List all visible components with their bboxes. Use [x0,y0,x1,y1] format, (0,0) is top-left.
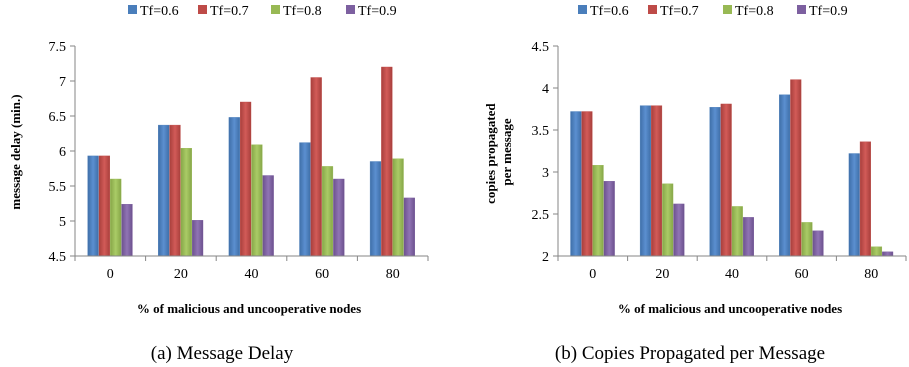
chart-a-legend-swatch [271,5,280,14]
chart-a-y-tick-label: 6.5 [49,110,67,125]
chart-b-bar [651,105,663,257]
chart-a-x-axis: 0 20 40 60 80 [74,255,429,282]
chart-b-ylabel: copies propagated per message [483,100,514,204]
chart-a-bar [251,144,263,257]
chart-a-bar [321,166,334,257]
chart-b-x-tick-label: 40 [725,267,739,282]
chart-a-x-tick-label: 40 [245,267,259,282]
chart-b-xlabel: % of malicious and uncooperative nodes [618,301,842,316]
chart-a-legend: Tf=0.6 Tf=0.7 Tf=0.8 Tf=0.9 [128,4,397,19]
chart-b-bar [720,103,732,257]
chart-a-x-tick-label: 60 [315,267,329,282]
chart-a-legend-label: Tf=0.8 [283,4,322,19]
chart-a-bar [158,124,170,257]
chart-a-legend-label: Tf=0.9 [358,4,397,19]
chart-b-legend-label: Tf=0.6 [590,4,629,19]
chart-a-bar [392,158,404,257]
chart-b-bar [871,246,883,257]
chart-a-caption: (a) Message Delay [151,343,294,364]
chart-a-bar [239,101,252,257]
chart-a-bar [87,155,99,257]
chart-b-x-tick-label: 80 [864,267,878,282]
chart-b-bar [731,206,743,257]
chart-b-legend: Tf=0.6 Tf=0.7 Tf=0.8 Tf=0.9 [578,4,848,19]
chart-a-x-tick-label: 20 [174,267,188,282]
chart-a-bar [403,197,416,257]
chart-b-caption: (b) Copies Propagated per Message [555,343,825,364]
chart-a-x-tick-label: 0 [107,267,114,282]
chart-a-bar [180,147,192,257]
chart-b-legend-swatch [648,5,657,14]
chart-a-y-tick-label: 4.5 [49,250,67,265]
chart-b-y-tick-label: 4 [542,82,549,97]
chart-b-bar [882,251,894,257]
chart-a-bar [299,142,311,257]
chart-a-y-tick-label: 5 [59,215,66,230]
chart-b-x-tick-label: 60 [795,267,809,282]
chart-a-y-tick-label: 5.5 [49,180,67,195]
chart-b: Tf=0.6 Tf=0.7 Tf=0.8 Tf=0.9 2 2.5 3 3.5 4 4.5 0 2… [483,4,907,364]
chart-a-bar [381,66,393,257]
chart-b-legend-swatch [723,5,732,14]
chart-b-bar [639,105,651,257]
chart-b-bars [570,79,894,257]
chart-a: Tf=0.6 Tf=0.7 Tf=0.8 Tf=0.9 4.5 5 5.5 6 6.5 7 7.5… [8,4,429,364]
chart-a-legend-label: Tf=0.7 [210,4,249,19]
chart-a-bar [333,178,345,257]
chart-b-y-tick-label: 4.5 [532,40,550,55]
chart-b-bar [742,217,754,257]
chart-b-legend-label: Tf=0.9 [809,4,848,19]
chart-b-x-tick-label: 0 [589,267,596,282]
chart-b-bar [581,111,593,257]
chart-a-bar [310,77,322,257]
chart-a-legend-label: Tf=0.6 [140,4,179,19]
chart-a-bar [191,220,204,257]
chart-a-bar [169,124,181,257]
chart-b-bar [592,165,604,257]
chart-a-legend-swatch [128,5,137,14]
chart-a-legend-swatch [198,5,207,14]
chart-b-bar [859,141,871,257]
chart-b-bar [790,79,802,257]
chart-b-legend-label: Tf=0.8 [735,4,774,19]
chart-b-legend-label: Tf=0.7 [660,4,699,19]
chart-b-y-axis: 2 2.5 3 3.5 4 4.5 [532,40,559,265]
chart-a-bar [228,117,240,257]
chart-a-y-tick-label: 6 [59,145,66,160]
chart-b-y-tick-label: 2.5 [532,208,550,223]
chart-a-bar [369,161,382,257]
chart-a-x-tick-label: 80 [386,267,400,282]
chart-b-bar [673,203,685,257]
chart-b-bar [801,222,813,257]
chart-a-xlabel: % of malicious and uncooperative nodes [137,301,361,316]
chart-b-x-axis: 0 20 40 60 80 [557,255,907,282]
chart-b-bar [570,111,582,257]
chart-b-bar [709,107,721,257]
chart-a-bar [262,175,274,257]
chart-a-bar [121,203,133,257]
chart-a-legend-swatch [346,5,355,14]
chart-b-bar [812,230,824,257]
chart-b-legend-swatch [578,5,587,14]
chart-a-y-tick-label: 7.5 [49,40,67,55]
chart-a-ylabel: message delay (min.) [8,94,23,209]
chart-b-y-tick-label: 3.5 [532,124,550,139]
chart-b-x-tick-label: 20 [655,267,669,282]
chart-b-bar [603,181,615,257]
chart-a-y-tick-label: 7 [59,75,66,90]
chart-b-bar [779,94,791,257]
chart-b-legend-swatch [797,5,806,14]
chart-b-bar [848,153,860,257]
chart-b-ylabel-line-1: copies propagated [483,103,498,204]
chart-a-y-axis: 4.5 5 5.5 6 6.5 7 7.5 [49,40,76,265]
chart-b-ylabel-line-2: per message [499,118,514,186]
chart-a-bars [87,66,416,257]
chart-b-y-tick-label: 2 [542,250,549,265]
chart-a-bar [110,178,122,257]
chart-b-bar [662,183,674,257]
chart-b-y-tick-label: 3 [542,166,549,181]
chart-a-bar [98,155,111,257]
